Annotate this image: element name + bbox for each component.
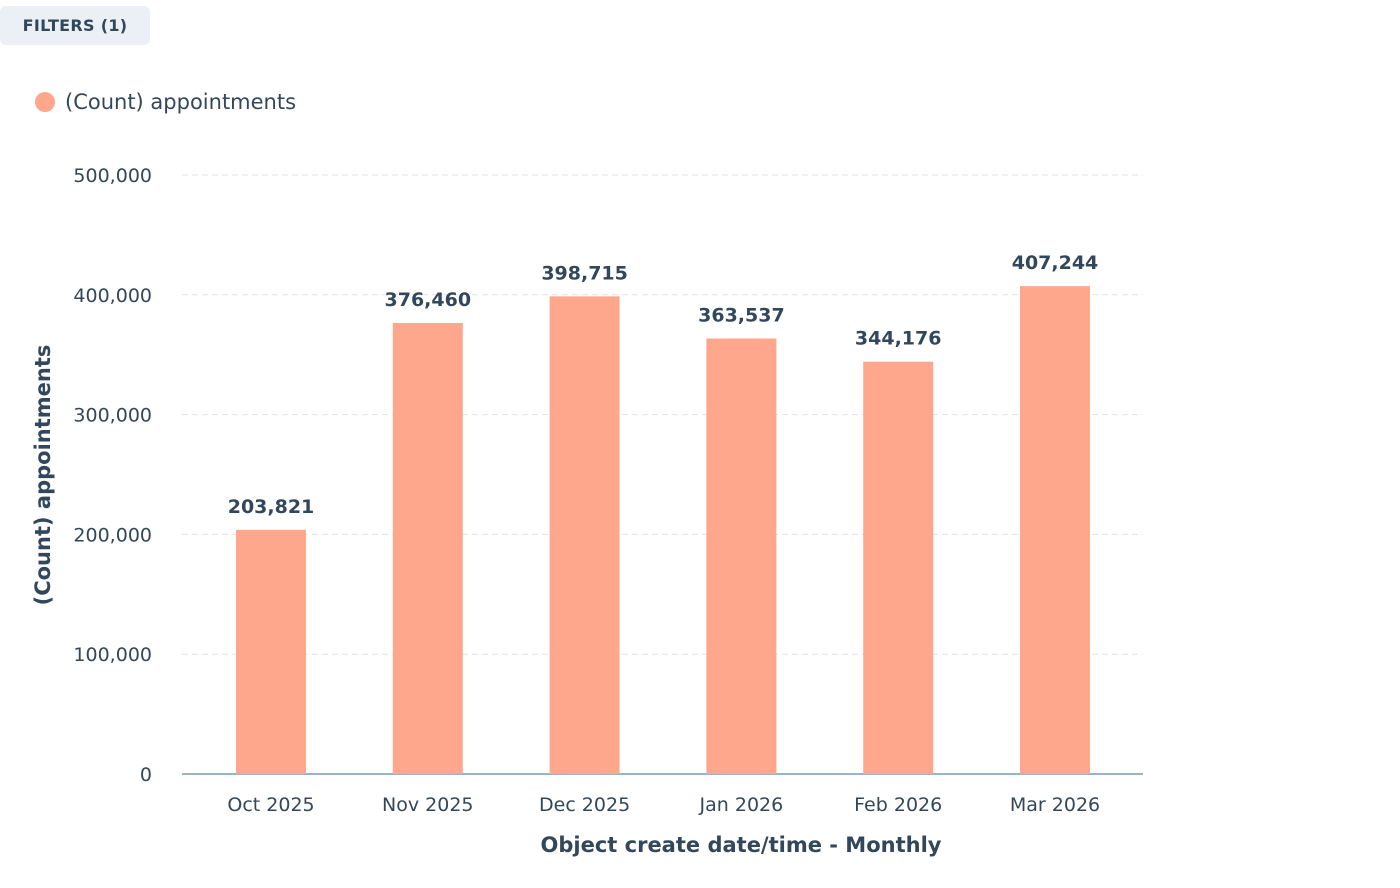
y-tick-label: 400,000: [73, 285, 152, 307]
y-tick-label: 0: [140, 764, 152, 786]
data-label: 344,176: [855, 328, 942, 350]
y-tick-label: 300,000: [73, 405, 152, 427]
bar[interactable]: [392, 323, 463, 774]
data-label: 363,537: [698, 304, 785, 326]
legend-label: (Count) appointments: [65, 90, 297, 114]
data-label: 398,715: [541, 262, 628, 284]
data-label: 407,244: [1012, 252, 1099, 274]
x-tick-label: Feb 2026: [854, 794, 942, 816]
bar[interactable]: [863, 361, 934, 774]
chart-legend: (Count) appointments: [35, 90, 296, 114]
bar[interactable]: [706, 338, 777, 774]
x-tick-label: Jan 2026: [699, 794, 784, 816]
data-label: 203,821: [228, 496, 315, 518]
legend-swatch-icon: [35, 92, 55, 112]
y-tick-label: 100,000: [73, 644, 152, 666]
filters-button[interactable]: FILTERS (1): [0, 6, 150, 45]
y-tick-label: 500,000: [73, 165, 152, 187]
bar[interactable]: [236, 529, 306, 774]
x-axis-title: Object create date/time - Monthly: [541, 833, 942, 857]
x-tick-label: Nov 2025: [382, 794, 473, 816]
x-tick-label: Dec 2025: [539, 794, 630, 816]
y-tick-label: 200,000: [73, 524, 152, 546]
data-label: 376,460: [385, 289, 472, 311]
x-tick-label: Oct 2025: [227, 794, 314, 816]
bar[interactable]: [549, 296, 620, 774]
bar[interactable]: [1020, 286, 1090, 774]
y-axis-title: (Count) appointments: [31, 345, 55, 606]
x-tick-label: Mar 2026: [1010, 794, 1100, 816]
